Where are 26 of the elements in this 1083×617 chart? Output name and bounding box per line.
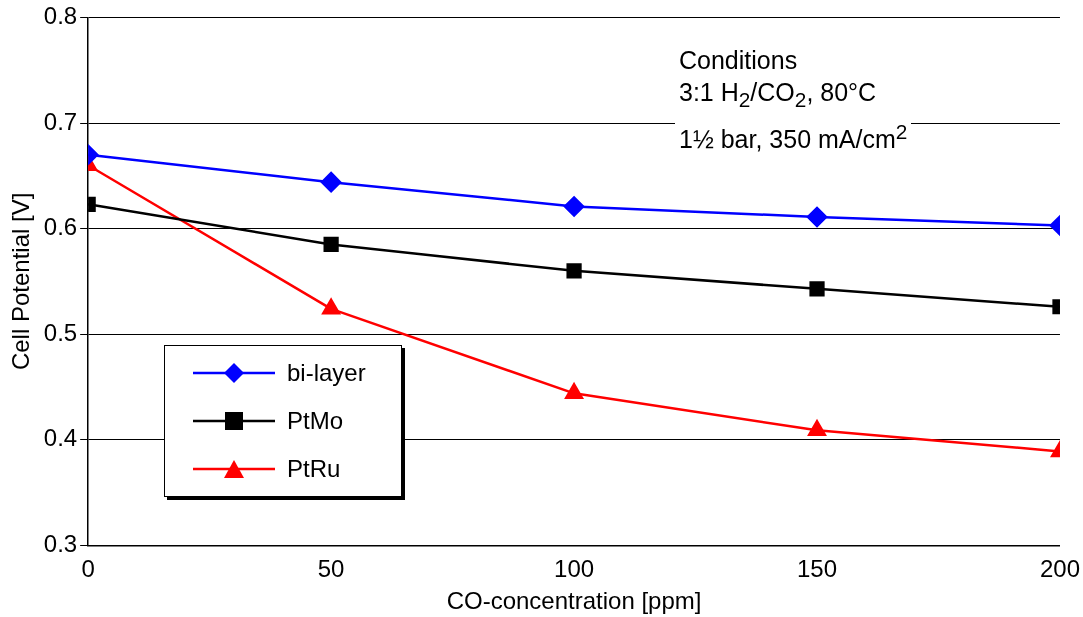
point [322,298,341,315]
point [563,196,585,217]
legend-label: bi-layer [287,359,366,387]
legend-label: PtRu [287,455,341,483]
x-tick-label: 150 [797,555,838,583]
y-tick-label: 0.5 [43,318,78,346]
y-axis-title: Cell Potential [V] [7,192,35,371]
point [807,420,827,437]
point [565,383,584,400]
x-tick-label: 200 [1039,555,1080,583]
point [809,281,825,297]
annotation: 3:1 H$_{2}$/CO$_{2}$, 80°C [679,77,878,113]
y-tick-label: 0.6 [43,213,78,241]
x-tick-label: 0 [81,555,95,583]
annotation: Conditions [679,45,799,76]
y-tick-label: 0.7 [43,107,78,135]
point [566,263,582,279]
y-tick-label: 0.3 [43,530,78,558]
y-tick-label: 0.4 [43,424,78,452]
point [806,206,828,228]
y-tick-label: 0.8 [43,2,78,30]
x-tick-label: 100 [554,555,595,583]
x-axis-title: CO-concentration [ppm] [446,587,702,615]
x-tick-label: 50 [317,555,345,583]
annotation: 1½ bar, 350 mA/cm$^{2}$ [679,119,908,156]
legend-label: PtMo [287,407,344,435]
